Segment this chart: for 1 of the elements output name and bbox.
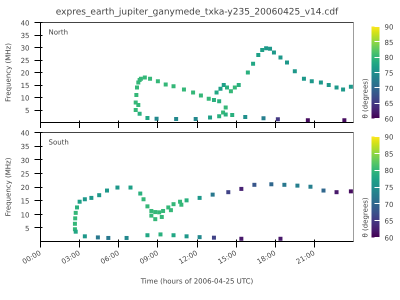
chart-title: expres_earth_jupiter_ganymede_txka-y235_20060425_v14.cdf	[56, 8, 340, 18]
